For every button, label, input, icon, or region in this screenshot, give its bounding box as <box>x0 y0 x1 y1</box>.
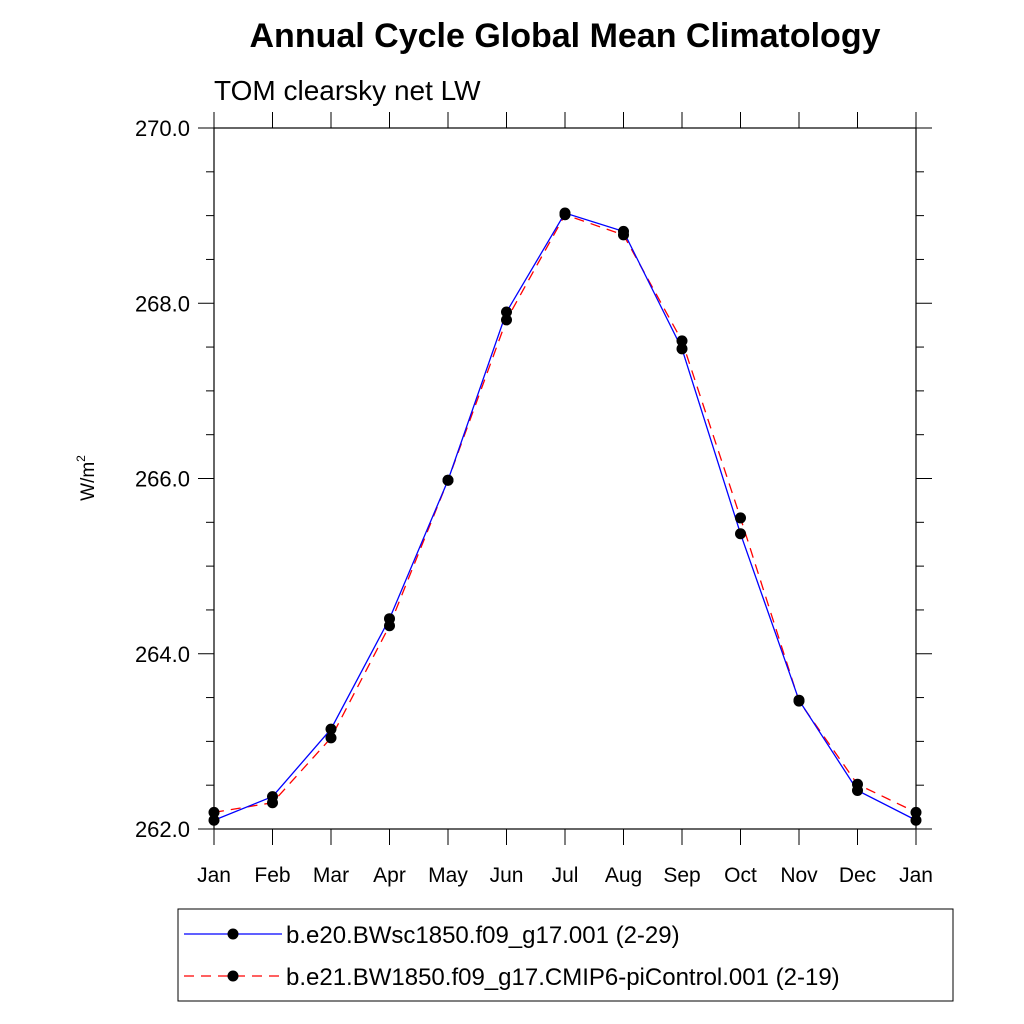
series-2-point <box>676 335 688 347</box>
series-line-1 <box>213 212 917 821</box>
x-tick-label: Oct <box>724 864 757 887</box>
legend-box <box>177 908 954 1002</box>
x-tick-label: Sep <box>663 864 700 887</box>
y-tick-label: 268.0 <box>135 291 190 316</box>
series-2-point <box>735 512 746 524</box>
series-2-point <box>325 732 337 744</box>
series-2-point <box>267 797 278 809</box>
y-axis-label: W/m2 <box>74 455 99 501</box>
series-1-point <box>676 343 688 355</box>
legend-label-2: b.e21.BW1850.f09_g17.CMIP6-piControl.001… <box>286 964 840 991</box>
plot-frame <box>213 127 917 830</box>
y-tick-label: 264.0 <box>135 642 190 667</box>
x-tick-label: Dec <box>839 864 876 887</box>
series-2-point <box>208 806 220 818</box>
y-tick-label: 266.0 <box>135 467 190 492</box>
x-tick-label: Apr <box>373 864 406 887</box>
series-2-point <box>559 209 571 221</box>
y-tick-label: 262.0 <box>135 817 190 842</box>
x-tick-label: Feb <box>254 864 290 887</box>
series-line-2 <box>213 213 917 813</box>
y-axis-label-text: W/m <box>78 462 99 501</box>
legend-marker-1 <box>227 928 239 940</box>
series-2-point <box>384 620 395 632</box>
y-tick-label: 270.0 <box>135 116 190 141</box>
chart-title: Annual Cycle Global Mean Climatology <box>250 17 881 55</box>
x-tick-label: Jul <box>552 864 579 887</box>
x-tick-label: Mar <box>313 864 349 887</box>
x-tick-label: Jan <box>899 864 933 887</box>
legend: b.e20.BWsc1850.f09_g17.001 (2-29) b.e21.B… <box>177 908 954 1002</box>
x-tick-label: May <box>428 864 468 887</box>
series-1-point <box>325 723 337 735</box>
series-1-point <box>735 528 746 540</box>
series-1-point <box>501 306 512 318</box>
series-2-point <box>442 474 454 486</box>
series-2-point <box>852 778 863 790</box>
series-2-point <box>618 229 629 241</box>
series-2-point <box>793 695 805 707</box>
series-1-point <box>208 814 220 826</box>
series-2-point <box>910 806 922 818</box>
x-tick-label: Jun <box>490 864 524 887</box>
series-2-point <box>501 314 512 326</box>
legend-marker-2 <box>227 970 239 982</box>
series-1-point <box>910 814 922 826</box>
legend-label-1: b.e20.BWsc1850.f09_g17.001 (2-29) <box>286 922 680 949</box>
x-tick-label: Aug <box>605 864 642 887</box>
y-axis-label-superscript: 2 <box>74 455 88 462</box>
chart-subtitle: TOM clearsky net LW <box>214 75 481 106</box>
plot-area: 262.0 264.0 266.0 268.0 270.0 Jan Feb Mar Apr May… <box>74 112 933 887</box>
x-tick-label: Jan <box>197 864 231 887</box>
x-tick-label: Nov <box>780 864 818 887</box>
